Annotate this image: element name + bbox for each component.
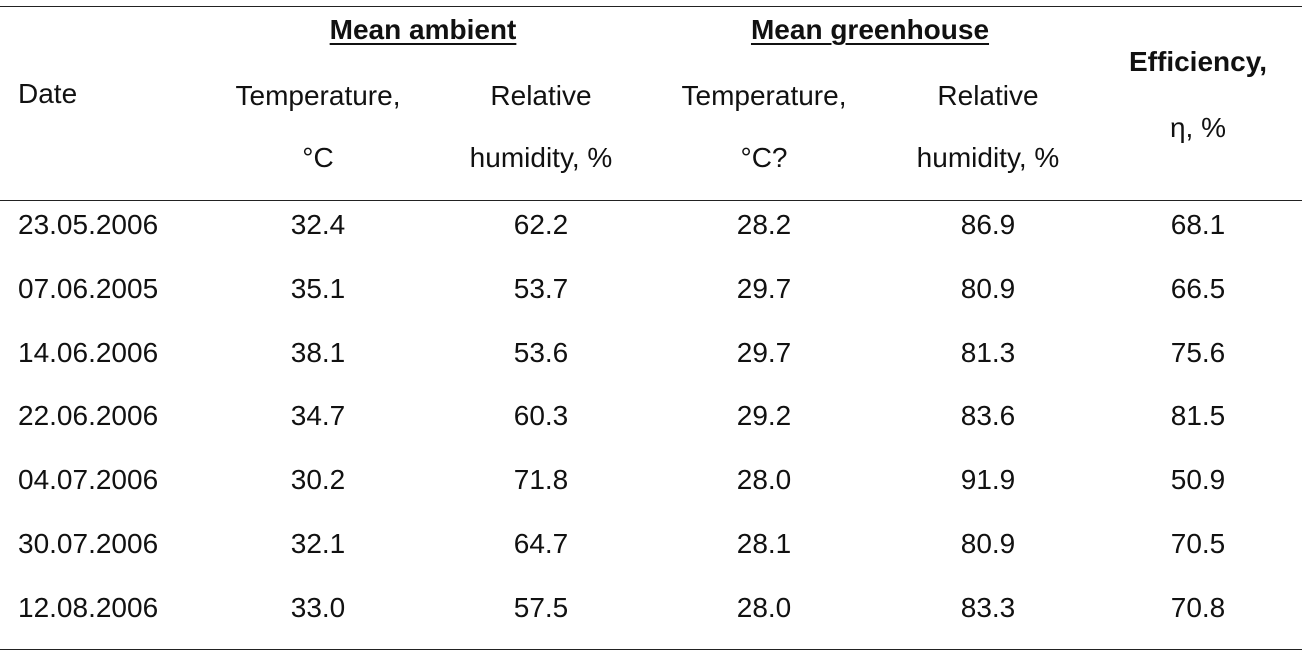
cell-greenhouse-rh: 91.9 <box>960 464 1016 495</box>
column-header-ambient-rh-line2: humidity, % <box>469 142 613 173</box>
cell-greenhouse-rh: 80.9 <box>960 528 1016 559</box>
cell-ambient-rh: 64.7 <box>513 528 569 559</box>
cell-ambient-temp: 35.1 <box>290 273 346 304</box>
cell-efficiency: 50.9 <box>1170 464 1226 495</box>
cell-efficiency: 75.6 <box>1170 337 1226 368</box>
cell-date: 07.06.2005 <box>18 273 159 304</box>
cell-ambient-temp: 38.1 <box>290 337 346 368</box>
cell-greenhouse-temp: 28.2 <box>736 209 792 240</box>
column-header-date: Date <box>18 78 78 109</box>
cell-ambient-rh: 53.7 <box>513 273 569 304</box>
cell-ambient-temp: 32.4 <box>290 209 346 240</box>
cell-date: 23.05.2006 <box>18 209 159 240</box>
cell-date: 22.06.2006 <box>18 400 159 431</box>
cell-ambient-rh: 71.8 <box>513 464 569 495</box>
cell-greenhouse-rh: 83.3 <box>960 592 1016 623</box>
cell-greenhouse-temp: 29.2 <box>736 400 792 431</box>
column-header-efficiency-line1: Efficiency, <box>1129 46 1267 77</box>
column-header-greenhouse-rh-line1: Relative <box>937 80 1039 111</box>
cell-ambient-temp: 30.2 <box>290 464 346 495</box>
cell-greenhouse-rh: 83.6 <box>960 400 1016 431</box>
cell-ambient-rh: 62.2 <box>513 209 569 240</box>
cell-ambient-temp: 33.0 <box>290 592 346 623</box>
column-header-efficiency-line2: η, % <box>1169 112 1227 143</box>
column-header-greenhouse-temp-line2: °C? <box>740 142 788 173</box>
cell-greenhouse-rh: 81.3 <box>960 337 1016 368</box>
group-header-greenhouse: Mean greenhouse <box>750 14 990 45</box>
table-header-rule <box>0 200 1302 201</box>
cell-date: 12.08.2006 <box>18 592 159 623</box>
cell-ambient-rh: 57.5 <box>513 592 569 623</box>
table-top-rule <box>0 6 1302 7</box>
cell-date: 30.07.2006 <box>18 528 159 559</box>
column-header-greenhouse-temp-line1: Temperature, <box>681 80 847 111</box>
cell-ambient-temp: 32.1 <box>290 528 346 559</box>
cell-greenhouse-temp: 28.0 <box>736 464 792 495</box>
column-header-greenhouse-rh-line2: humidity, % <box>916 142 1060 173</box>
cell-ambient-rh: 60.3 <box>513 400 569 431</box>
column-header-ambient-temp-line2: °C <box>302 142 334 173</box>
group-header-ambient: Mean ambient <box>329 14 517 45</box>
cell-ambient-temp: 34.7 <box>290 400 346 431</box>
cell-greenhouse-temp: 28.1 <box>736 528 792 559</box>
cell-greenhouse-temp: 28.0 <box>736 592 792 623</box>
cell-greenhouse-rh: 86.9 <box>960 209 1016 240</box>
cell-ambient-rh: 53.6 <box>513 337 569 368</box>
table-bottom-rule <box>0 649 1302 650</box>
cell-date: 04.07.2006 <box>18 464 159 495</box>
cell-efficiency: 81.5 <box>1170 400 1226 431</box>
cell-date: 14.06.2006 <box>18 337 159 368</box>
cell-greenhouse-rh: 80.9 <box>960 273 1016 304</box>
column-header-ambient-rh-line1: Relative <box>490 80 592 111</box>
cell-efficiency: 66.5 <box>1170 273 1226 304</box>
column-header-ambient-temp-line1: Temperature, <box>235 80 401 111</box>
cell-greenhouse-temp: 29.7 <box>736 273 792 304</box>
cell-greenhouse-temp: 29.7 <box>736 337 792 368</box>
cell-efficiency: 70.5 <box>1170 528 1226 559</box>
cell-efficiency: 68.1 <box>1170 209 1226 240</box>
cell-efficiency: 70.8 <box>1170 592 1226 623</box>
